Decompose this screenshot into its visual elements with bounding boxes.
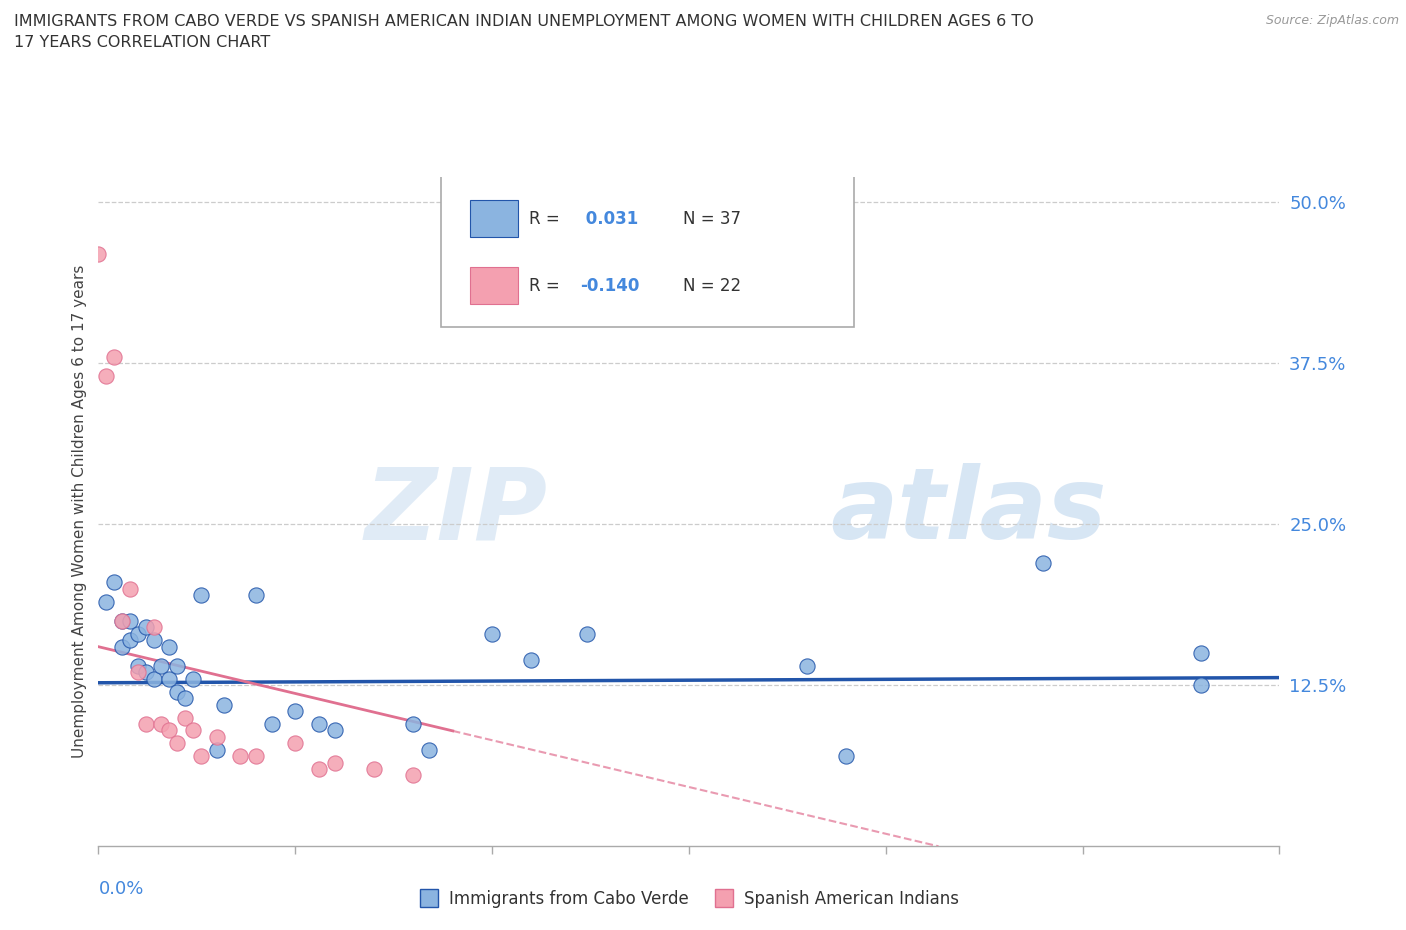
Bar (471, 267, 517, 304)
Point (418, 742, 440, 757)
Text: 0.0%: 0.0% (98, 880, 143, 897)
Point (166, 736, 188, 751)
Point (402, 716, 425, 731)
Point (118, 581, 141, 596)
Point (157, 671, 180, 686)
Point (127, 658, 149, 673)
Point (166, 658, 188, 673)
Point (284, 736, 307, 751)
Point (142, 632, 165, 647)
Point (103, 350, 125, 365)
Point (111, 614, 134, 629)
Point (575, 627, 598, 642)
Point (481, 627, 503, 642)
Text: IMMIGRANTS FROM CABO VERDE VS SPANISH AMERICAN INDIAN UNEMPLOYMENT AMONG WOMEN W: IMMIGRANTS FROM CABO VERDE VS SPANISH AM… (14, 14, 1033, 29)
Point (1189, 645, 1212, 660)
Point (190, 588, 212, 603)
Point (323, 755, 346, 770)
Point (103, 575, 125, 590)
Point (205, 742, 228, 757)
Text: 17 YEARS CORRELATION CHART: 17 YEARS CORRELATION CHART (14, 35, 270, 50)
Point (520, 652, 543, 667)
Point (245, 588, 267, 603)
Point (142, 620, 165, 635)
Point (127, 627, 149, 642)
Point (157, 723, 180, 737)
Point (118, 632, 141, 647)
Point (796, 658, 818, 673)
Point (150, 716, 173, 731)
Point (190, 749, 212, 764)
Point (1032, 555, 1054, 570)
Text: Source: ZipAtlas.com: Source: ZipAtlas.com (1265, 14, 1399, 27)
Point (87, 246, 110, 261)
FancyBboxPatch shape (441, 173, 855, 327)
Point (402, 768, 425, 783)
Text: R =: R = (530, 277, 565, 295)
Point (308, 762, 330, 777)
Point (323, 723, 346, 737)
Point (363, 762, 385, 777)
Text: atlas: atlas (831, 463, 1107, 560)
Point (205, 729, 228, 744)
Point (181, 671, 204, 686)
Text: ZIP: ZIP (364, 463, 547, 560)
Point (96, 369, 118, 384)
Point (157, 639, 180, 654)
Point (135, 665, 157, 680)
Point (835, 749, 858, 764)
Point (174, 691, 197, 706)
Point (166, 684, 188, 699)
Text: R =: R = (530, 210, 565, 228)
Point (96, 594, 118, 609)
Point (181, 723, 204, 737)
Y-axis label: Unemployment Among Women with Children Ages 6 to 17 years: Unemployment Among Women with Children A… (72, 265, 87, 758)
Bar (471, 200, 517, 237)
Point (260, 716, 283, 731)
Point (142, 671, 165, 686)
Point (135, 716, 157, 731)
Point (245, 749, 267, 764)
Point (118, 614, 141, 629)
Point (111, 639, 134, 654)
Legend: Immigrants from Cabo Verde, Spanish American Indians: Immigrants from Cabo Verde, Spanish Amer… (412, 884, 966, 915)
Point (229, 749, 252, 764)
Point (150, 658, 173, 673)
Text: N = 22: N = 22 (683, 277, 741, 295)
Text: N = 37: N = 37 (683, 210, 741, 228)
Point (214, 698, 236, 712)
Text: -0.140: -0.140 (581, 277, 640, 295)
Point (111, 614, 134, 629)
Point (135, 620, 157, 635)
Point (284, 704, 307, 719)
Point (308, 716, 330, 731)
Point (174, 711, 197, 725)
Point (127, 665, 149, 680)
Text: 0.031: 0.031 (581, 210, 638, 228)
Point (1189, 678, 1212, 693)
